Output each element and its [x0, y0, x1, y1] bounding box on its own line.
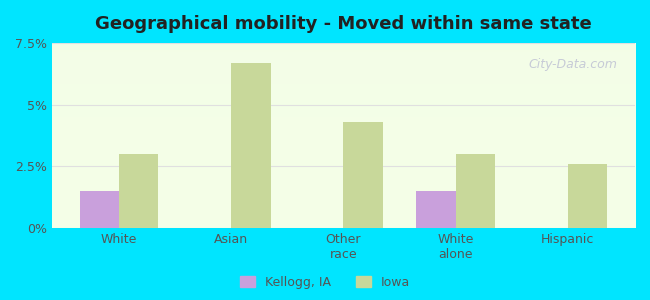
Bar [119, 154, 159, 228]
Bar [343, 122, 383, 228]
Legend: Kellogg, IA, Iowa: Kellogg, IA, Iowa [235, 271, 415, 294]
Bar [456, 154, 495, 228]
Bar [416, 191, 456, 228]
Text: City-Data.com: City-Data.com [528, 58, 618, 71]
Bar [567, 164, 607, 228]
Bar [80, 191, 119, 228]
Title: Geographical mobility - Moved within same state: Geographical mobility - Moved within sam… [95, 15, 592, 33]
Bar [231, 63, 270, 228]
